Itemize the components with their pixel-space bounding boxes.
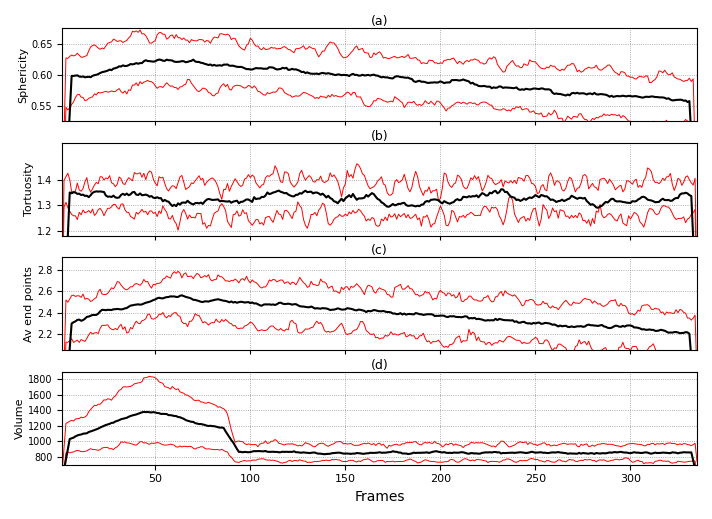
Y-axis label: Tortuosity: Tortuosity xyxy=(24,162,34,216)
Y-axis label: Sphericity: Sphericity xyxy=(18,47,28,103)
Title: (d): (d) xyxy=(371,359,389,372)
X-axis label: Frames: Frames xyxy=(355,490,405,504)
Title: (a): (a) xyxy=(371,15,388,28)
Title: (b): (b) xyxy=(371,130,388,143)
Y-axis label: Av end points: Av end points xyxy=(24,266,34,342)
Title: (c): (c) xyxy=(371,244,388,257)
Y-axis label: Volume: Volume xyxy=(15,398,25,439)
